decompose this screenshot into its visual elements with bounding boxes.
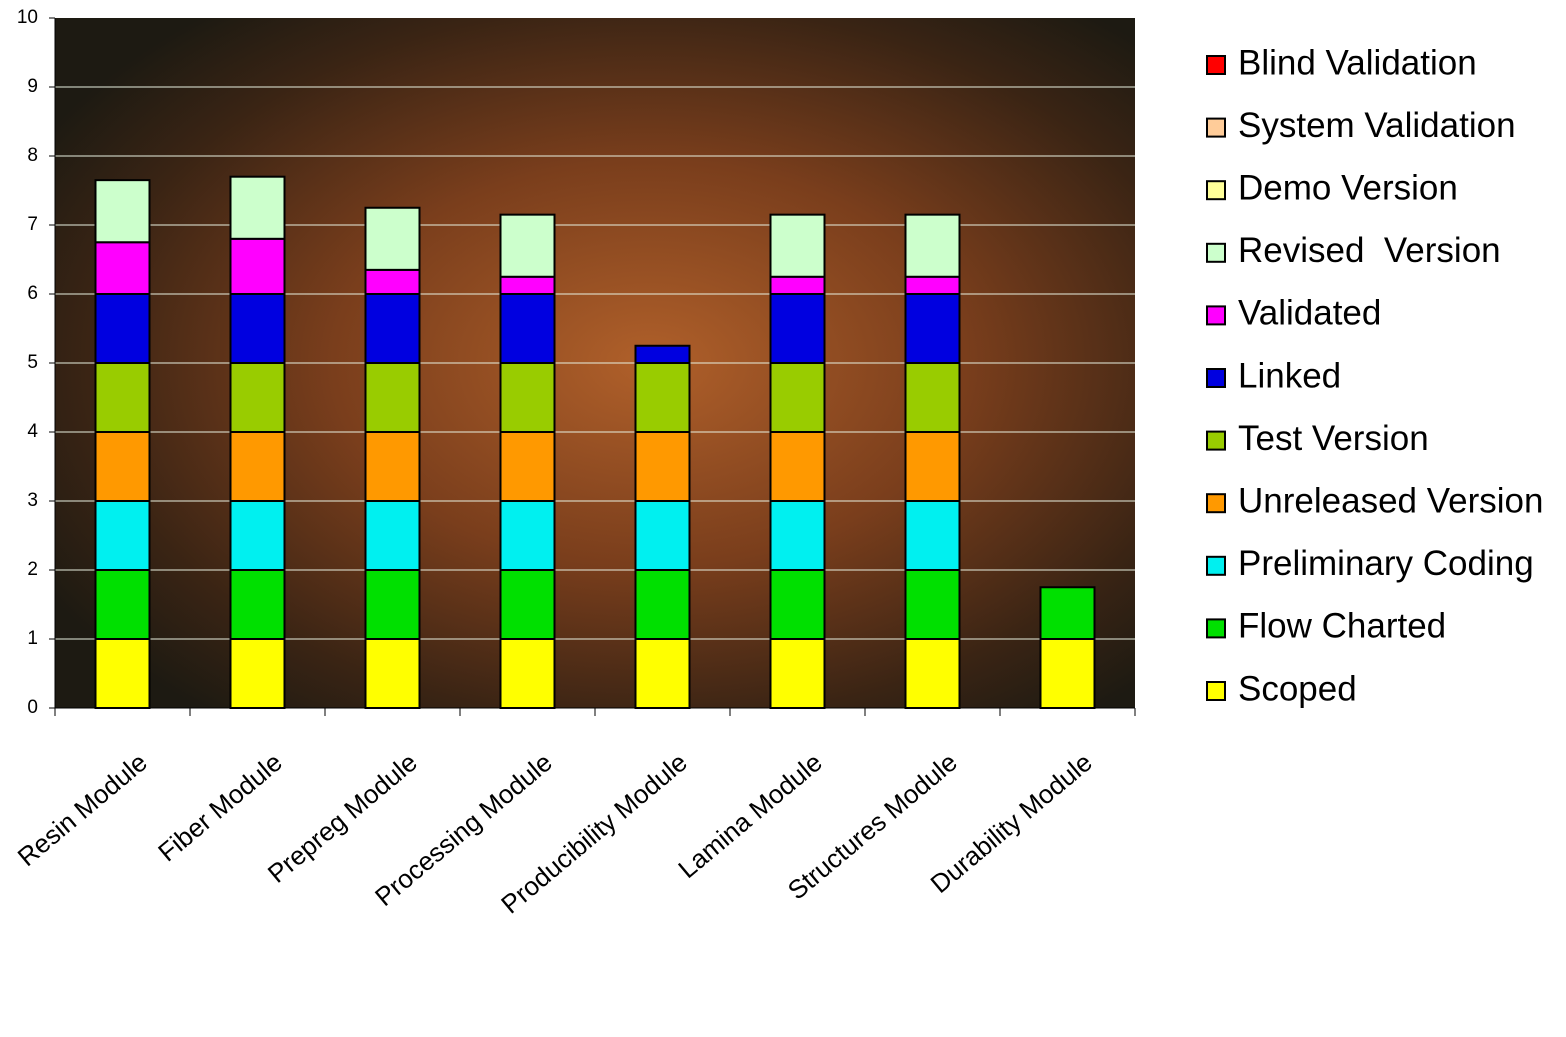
- bar-segment: [364, 362, 421, 433]
- y-tick-label: 4: [27, 421, 38, 442]
- bar-segment: [904, 213, 961, 278]
- bar-segment: [769, 569, 826, 640]
- bar-segment: [229, 362, 286, 433]
- y-tick-label: 6: [27, 283, 38, 304]
- bar-segment: [364, 431, 421, 502]
- legend-label: Revised Version: [1238, 231, 1501, 270]
- bar-segment: [499, 362, 556, 433]
- bar-segment: [499, 293, 556, 364]
- bar-segment: [769, 500, 826, 571]
- legend-label: Scoped: [1238, 669, 1357, 708]
- bar-segment: [94, 431, 151, 502]
- bar-segment: [634, 362, 691, 433]
- bar-segment: [229, 500, 286, 571]
- bar-segment: [229, 569, 286, 640]
- x-tick-label: Resin Module: [12, 747, 153, 872]
- bar-segment: [769, 362, 826, 433]
- bar-segment: [229, 638, 286, 709]
- bar-segment: [634, 569, 691, 640]
- bar-segment: [499, 213, 556, 278]
- y-tick-label: 8: [27, 145, 38, 166]
- bar-segment: [769, 275, 826, 295]
- bar-segment: [634, 431, 691, 502]
- legend-swatch: [1206, 430, 1226, 451]
- bar-segment: [364, 569, 421, 640]
- legend-label: System Validation: [1238, 106, 1516, 145]
- bar-segment: [769, 213, 826, 278]
- y-tick-label: 7: [27, 214, 38, 235]
- bar-segment: [364, 500, 421, 571]
- legend-label: Test Version: [1238, 419, 1429, 458]
- bar-segment: [229, 237, 286, 296]
- legend-label: Flow Charted: [1238, 607, 1446, 646]
- legend-swatch: [1206, 368, 1226, 388]
- bar-segment: [904, 569, 961, 640]
- x-tick-label: Fiber Module: [152, 747, 288, 868]
- bar-segment: [904, 293, 961, 364]
- y-tick-label: 5: [27, 352, 38, 373]
- bar-segment: [94, 293, 151, 364]
- legend-label: Blind Validation: [1238, 43, 1477, 82]
- legend-swatch: [1206, 55, 1226, 75]
- legend-swatch: [1206, 493, 1226, 514]
- bar-segment: [904, 638, 961, 709]
- y-tick-label: 0: [27, 697, 38, 718]
- bar-segment: [1039, 638, 1096, 709]
- bar-segment: [94, 638, 151, 709]
- bar-segment: [94, 179, 151, 244]
- bar-segment: [634, 344, 691, 364]
- y-tick-label: 1: [27, 628, 38, 649]
- bar-segment: [499, 638, 556, 709]
- legend-swatch: [1206, 681, 1226, 701]
- bar-segment: [364, 268, 421, 296]
- bar-segment: [229, 175, 286, 240]
- bar-segment: [94, 241, 151, 295]
- bar-segment: [364, 293, 421, 364]
- bar-segment: [769, 293, 826, 364]
- legend-swatch: [1206, 555, 1226, 576]
- legend-label: Linked: [1238, 356, 1341, 395]
- legend-label: Demo Version: [1238, 168, 1458, 207]
- legend-label: Preliminary Coding: [1238, 544, 1534, 583]
- bar-segment: [94, 362, 151, 433]
- bar-segment: [499, 275, 556, 295]
- legend-swatch: [1206, 117, 1226, 138]
- legend-swatch: [1206, 618, 1226, 639]
- y-tick-label: 2: [27, 559, 38, 580]
- bar-segment: [229, 431, 286, 502]
- bar-segment: [904, 275, 961, 295]
- bar-segment: [499, 431, 556, 502]
- y-tick-label: 9: [27, 76, 38, 97]
- bar-segment: [1039, 586, 1096, 640]
- legend-label: Validated: [1238, 294, 1381, 333]
- legend-swatch: [1206, 242, 1226, 263]
- bar-segment: [904, 500, 961, 571]
- bar-segment: [94, 569, 151, 640]
- bar-segment: [769, 431, 826, 502]
- legend-label: Unreleased Version: [1238, 481, 1543, 520]
- y-tick-label: 10: [17, 7, 38, 28]
- bar-segment: [364, 638, 421, 709]
- bar-segment: [229, 293, 286, 364]
- bar-segment: [904, 362, 961, 433]
- bar-segment: [634, 500, 691, 571]
- bar-segment: [769, 638, 826, 709]
- bar-segment: [499, 569, 556, 640]
- bar-segment: [364, 206, 421, 271]
- bar-segment: [634, 638, 691, 709]
- bar-segment: [499, 500, 556, 571]
- y-tick-label: 3: [27, 490, 38, 511]
- bar-segment: [94, 500, 151, 571]
- legend-swatch: [1206, 180, 1226, 201]
- bar-segment: [904, 431, 961, 502]
- legend-swatch: [1206, 305, 1226, 326]
